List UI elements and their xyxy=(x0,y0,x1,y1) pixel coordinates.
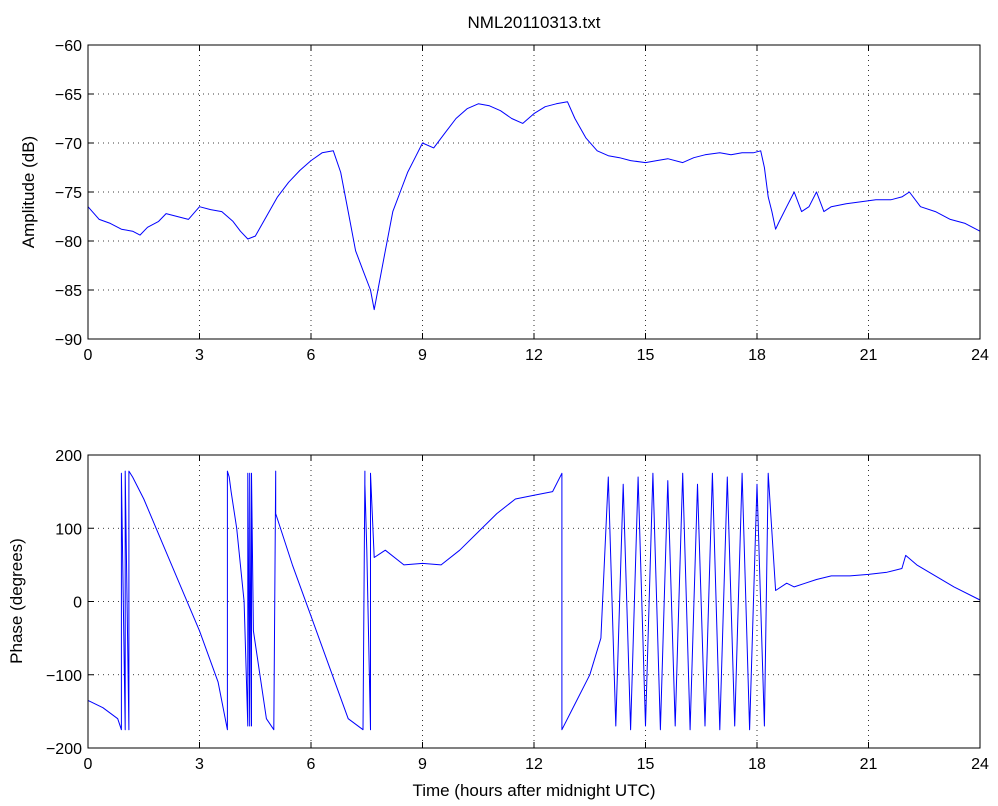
phase-y-tick-label: −200 xyxy=(46,741,82,758)
amplitude-axes-frame xyxy=(87,44,981,340)
phase-x-tick-label: 9 xyxy=(418,756,427,773)
amplitude-y-tick-label: −85 xyxy=(55,283,82,300)
amplitude-plot xyxy=(87,101,981,311)
amplitude-x-tick-label: 21 xyxy=(860,347,878,364)
amplitude-x-tick-label: 9 xyxy=(418,347,427,364)
amplitude-y-tick-label: −80 xyxy=(55,234,82,251)
amplitude-y-tick-label: −60 xyxy=(55,38,82,55)
amplitude-y-tick-label: −90 xyxy=(55,332,82,349)
phase-x-tick-label: 12 xyxy=(525,756,543,773)
amplitude-x-tick-label: 15 xyxy=(637,347,655,364)
phase-plot xyxy=(87,470,981,731)
phase-y-axis-label: Phase (degrees) xyxy=(7,538,26,664)
amplitude-y-axis-label: Amplitude (dB) xyxy=(19,136,38,248)
phase-x-tick-label: 21 xyxy=(860,756,878,773)
phase-y-tick-label: 100 xyxy=(55,521,82,538)
amplitude-tick-labels: 0 3 6 9 12 15 18 21 24 −90 −85 −80 −75 −70 −65 −60 xyxy=(55,38,989,364)
phase-y-tick-label: −100 xyxy=(46,668,82,685)
amplitude-x-tick-label: 24 xyxy=(971,347,989,364)
phase-x-tick-label: 6 xyxy=(307,756,316,773)
phase-y-tick-label: 0 xyxy=(73,595,82,612)
phase-x-axis-label: Time (hours after midnight UTC) xyxy=(412,781,655,800)
amplitude-chart: NML20110313.txt 0 3 6 9 12 15 18 21 24 −90 −85 −80 −… xyxy=(19,13,989,364)
phase-x-tick-label: 24 xyxy=(971,756,989,773)
amplitude-x-tick-label: 12 xyxy=(525,347,543,364)
amplitude-x-tick-label: 3 xyxy=(195,347,204,364)
amplitude-y-tick-label: −75 xyxy=(55,185,82,202)
chart-title: NML20110313.txt xyxy=(468,13,601,32)
phase-axes-frame xyxy=(87,454,981,749)
phase-tick-labels: 0 3 6 9 12 15 18 21 24 −200 −100 0 100 200 xyxy=(46,448,989,773)
phase-grid xyxy=(88,455,980,748)
amplitude-series-line xyxy=(87,101,981,311)
phase-y-tick-label: 200 xyxy=(55,448,82,465)
amplitude-x-tick-label: 18 xyxy=(748,347,766,364)
amplitude-y-tick-label: −65 xyxy=(55,87,82,104)
amplitude-y-tick-label: −70 xyxy=(55,136,82,153)
phase-x-tick-label: 15 xyxy=(637,756,655,773)
phase-x-tick-label: 0 xyxy=(84,756,93,773)
phase-series-line xyxy=(87,470,981,731)
amplitude-x-tick-label: 6 xyxy=(307,347,316,364)
phase-x-tick-label: 3 xyxy=(195,756,204,773)
amplitude-x-tick-label: 0 xyxy=(84,347,93,364)
amplitude-grid xyxy=(88,45,980,339)
phase-x-tick-label: 18 xyxy=(748,756,766,773)
phase-chart: 0 3 6 9 12 15 18 21 24 −200 −100 0 100 200 Phase (deg… xyxy=(7,448,989,800)
